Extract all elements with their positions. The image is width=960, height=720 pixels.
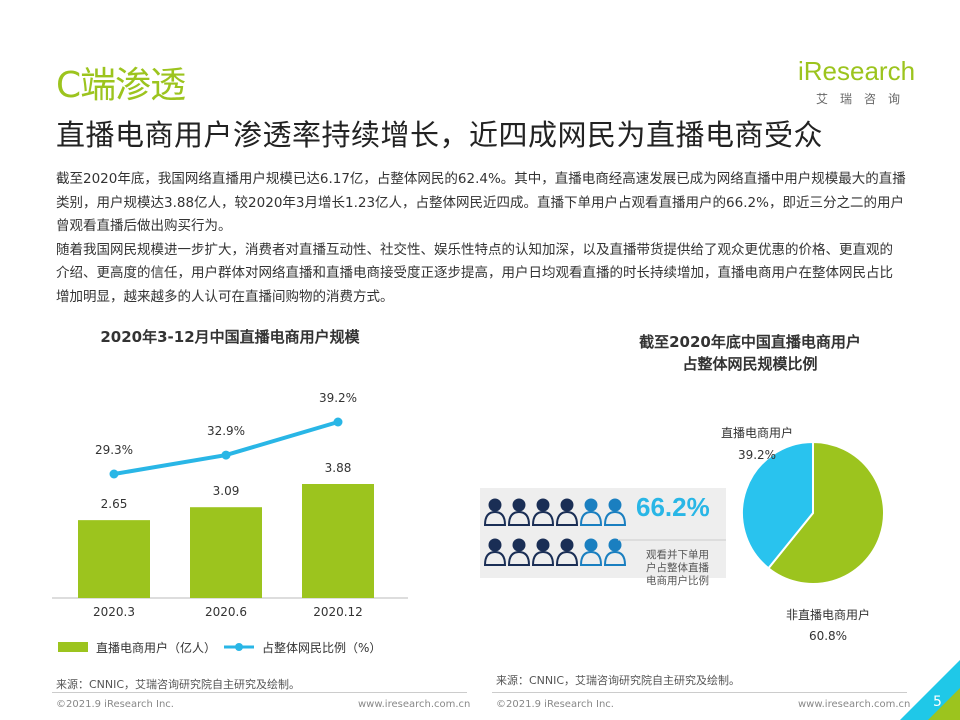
person-icon bbox=[507, 498, 531, 526]
x-tick-label-2020.3: 2020.3 bbox=[93, 605, 135, 619]
person-icon-body bbox=[531, 550, 555, 566]
corner-decoration bbox=[900, 660, 960, 720]
body-paragraph-1: 截至2020年底，我国网络直播用户规模已达6.17亿，占整体网民的62.4%。其… bbox=[56, 171, 906, 234]
body-paragraph-2: 随着我国网民规模进一步扩大，消费者对直播互动性、社交性、娱乐性特点的认知加深，以… bbox=[56, 241, 893, 305]
person-icon-body bbox=[579, 510, 603, 526]
copyright-right: ©2021.9 iResearch Inc. bbox=[496, 699, 614, 710]
legend-swatch-line-marker bbox=[235, 643, 243, 651]
person-icon bbox=[579, 538, 603, 566]
iresearch-logo: iResearch 艾瑞咨询 bbox=[790, 56, 920, 112]
person-icon-head bbox=[536, 498, 550, 512]
x-tick-label-2020.12: 2020.12 bbox=[313, 605, 363, 619]
bar-2020.6 bbox=[190, 507, 262, 598]
person-icon-head bbox=[608, 498, 622, 512]
person-icon-body bbox=[507, 550, 531, 566]
pie-slice-live-commerce-users bbox=[741, 440, 814, 570]
legend-label-bar: 直播电商用户（亿人） bbox=[96, 640, 216, 655]
page-number: 5 bbox=[933, 694, 942, 710]
person-icon-head bbox=[584, 498, 598, 512]
person-icon-body bbox=[507, 510, 531, 526]
person-icon bbox=[531, 498, 555, 526]
bar-value-label-2020.3: 2.65 bbox=[101, 497, 128, 511]
body-text: 截至2020年底，我国网络直播用户规模已达6.17亿，占整体网民的62.4%。其… bbox=[56, 168, 906, 309]
person-icon bbox=[483, 498, 507, 526]
person-icon-head bbox=[560, 538, 574, 552]
logo-subtitle: 艾瑞咨询 bbox=[816, 92, 913, 106]
line-point-2020.12 bbox=[333, 417, 343, 427]
person-icon-head bbox=[560, 498, 574, 512]
logo-wordmark: iResearch bbox=[798, 56, 916, 86]
copyright-left: ©2021.9 iResearch Inc. bbox=[56, 699, 174, 710]
bar-chart-title: 2020年3-12月中国直播电商用户规模 bbox=[100, 328, 360, 346]
pie-slice-non-live-commerce-users bbox=[767, 440, 885, 585]
x-tick-label-2020.6: 2020.6 bbox=[205, 605, 247, 619]
line-value-label-2020.6: 32.9% bbox=[207, 424, 245, 438]
person-icon bbox=[555, 538, 579, 566]
person-icon-body bbox=[603, 550, 627, 566]
person-icon-body bbox=[483, 510, 507, 526]
line-point-2020.6 bbox=[221, 450, 231, 460]
person-icon bbox=[603, 538, 627, 566]
source-note-left: 来源：CNNIC，艾瑞咨询研究院自主研究及绘制。 bbox=[56, 678, 301, 691]
pie-label-value-live-users: 39.2% bbox=[738, 448, 776, 462]
website-link-left[interactable]: www.iresearch.com.cn bbox=[358, 699, 471, 710]
person-icon-head bbox=[488, 498, 502, 512]
person-icon-body bbox=[603, 510, 627, 526]
callout-value: 66.2% bbox=[636, 492, 710, 522]
person-icon-head bbox=[536, 538, 550, 552]
person-icon-body bbox=[555, 550, 579, 566]
callout-text-line-3: 电商用户比例 bbox=[646, 574, 709, 587]
callout-text-line-2: 户占整体直播 bbox=[646, 561, 709, 574]
person-icon-body bbox=[555, 510, 579, 526]
person-icon bbox=[555, 498, 579, 526]
pie-label-value-non-live-users: 60.8% bbox=[809, 629, 847, 643]
legend-label-line: 占整体网民比例（%） bbox=[262, 640, 381, 655]
person-icon-head bbox=[512, 538, 526, 552]
website-link-right[interactable]: www.iresearch.com.cn bbox=[798, 699, 911, 710]
footer-divider-left bbox=[52, 692, 467, 693]
person-icon bbox=[483, 538, 507, 566]
line-value-label-2020.12: 39.2% bbox=[319, 391, 357, 405]
pie-label-name-live-users: 直播电商用户 bbox=[721, 425, 793, 440]
source-note-right: 来源：CNNIC，艾瑞咨询研究院自主研究及绘制。 bbox=[496, 674, 741, 687]
person-icon-head bbox=[512, 498, 526, 512]
pie-chart: 直播电商用户 39.2% 非直播电商用户 60.8% 66.2% 观看并下单用户占整体直播… bbox=[480, 425, 885, 643]
bar-value-label-2020.12: 3.88 bbox=[325, 461, 352, 475]
person-icon-head bbox=[608, 538, 622, 552]
bar-2020.12 bbox=[302, 484, 374, 598]
legend-swatch-bar bbox=[58, 642, 88, 652]
person-icon-body bbox=[483, 550, 507, 566]
pie-label-name-non-live-users: 非直播电商用户 bbox=[786, 607, 870, 622]
person-icon bbox=[579, 498, 603, 526]
callout-text-line-1: 观看并下单用 bbox=[646, 548, 709, 561]
person-icon-head bbox=[584, 538, 598, 552]
page-headline: 直播电商用户渗透率持续增长，近四成网民为直播电商受众 bbox=[56, 118, 824, 152]
person-icon-body bbox=[579, 550, 603, 566]
bar-2020.3 bbox=[78, 520, 150, 598]
footer-divider-right bbox=[492, 692, 907, 693]
line-value-label-2020.3: 29.3% bbox=[95, 443, 133, 457]
person-icon bbox=[507, 538, 531, 566]
bar-line-chart: 2.65 2020.3 3.09 2020.6 3.88 2020.12 29.3% 32.9… bbox=[52, 391, 408, 655]
person-icon bbox=[603, 498, 627, 526]
corner-triangle-green bbox=[928, 688, 960, 720]
person-icon bbox=[531, 538, 555, 566]
line-point-2020.3 bbox=[109, 469, 119, 479]
pie-chart-title: 截至2020年底中国直播电商用户 占整体网民规模比例 bbox=[560, 331, 940, 375]
pie-chart-title-line-1: 截至2020年底中国直播电商用户 bbox=[639, 333, 861, 351]
pie-chart-title-line-2: 占整体网民规模比例 bbox=[682, 355, 818, 373]
section-title: C端渗透 bbox=[56, 65, 186, 106]
person-icon-body bbox=[531, 510, 555, 526]
bar-value-label-2020.6: 3.09 bbox=[213, 484, 240, 498]
person-icon-head bbox=[488, 538, 502, 552]
